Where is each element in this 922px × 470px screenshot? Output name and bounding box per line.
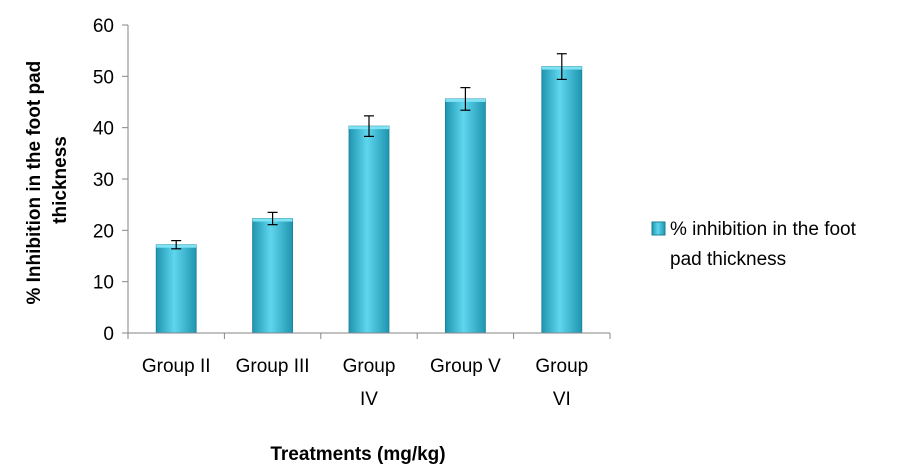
x-tick-label: Group V [430, 356, 501, 377]
x-tick-label-line: Group V [430, 356, 501, 377]
y-tick-label: 0 [103, 324, 114, 345]
x-tick-label: Group IV [343, 356, 396, 410]
y-axis-title-line-1: % Inhibition in the foot pad [24, 61, 45, 305]
x-tick-label: Group VI [535, 356, 588, 410]
y-tick-label: 40 [93, 119, 114, 140]
y-tick-label: 50 [93, 67, 114, 88]
y-axis-title-line-2: thickness [50, 136, 71, 224]
legend-label-line-2: pad thickness [670, 249, 786, 270]
bar [155, 244, 197, 334]
x-tick-label-line: IV [360, 389, 378, 410]
y-tick-label: 60 [93, 16, 114, 37]
x-tick-label-line: Group III [236, 356, 310, 377]
legend-swatch [651, 221, 666, 236]
x-tick-label-line: Group [343, 356, 396, 377]
bar [541, 66, 583, 334]
x-tick-label: Group II [142, 356, 211, 377]
legend-label-line-1: % inhibition in the foot [670, 219, 857, 240]
x-tick-label-line: VI [553, 389, 571, 410]
legend-label: % inhibition in the foot pad thickness [670, 219, 861, 270]
bar [252, 218, 294, 334]
y-tick-label: 10 [93, 273, 114, 294]
plot-area [155, 53, 583, 334]
x-tick-label: Group III [236, 356, 310, 377]
y-tick-label: 20 [93, 221, 114, 242]
bar [348, 125, 390, 334]
x-tick-label-line: Group [535, 356, 588, 377]
y-axis-title: % Inhibition in the foot pad thickness [24, 55, 71, 304]
x-axis-title: Treatments (mg/kg) [270, 444, 445, 465]
legend: % inhibition in the foot pad thickness [651, 219, 861, 270]
bar [444, 98, 486, 334]
x-tick-label-line: Group II [142, 356, 211, 377]
y-tick-label: 30 [93, 170, 114, 191]
